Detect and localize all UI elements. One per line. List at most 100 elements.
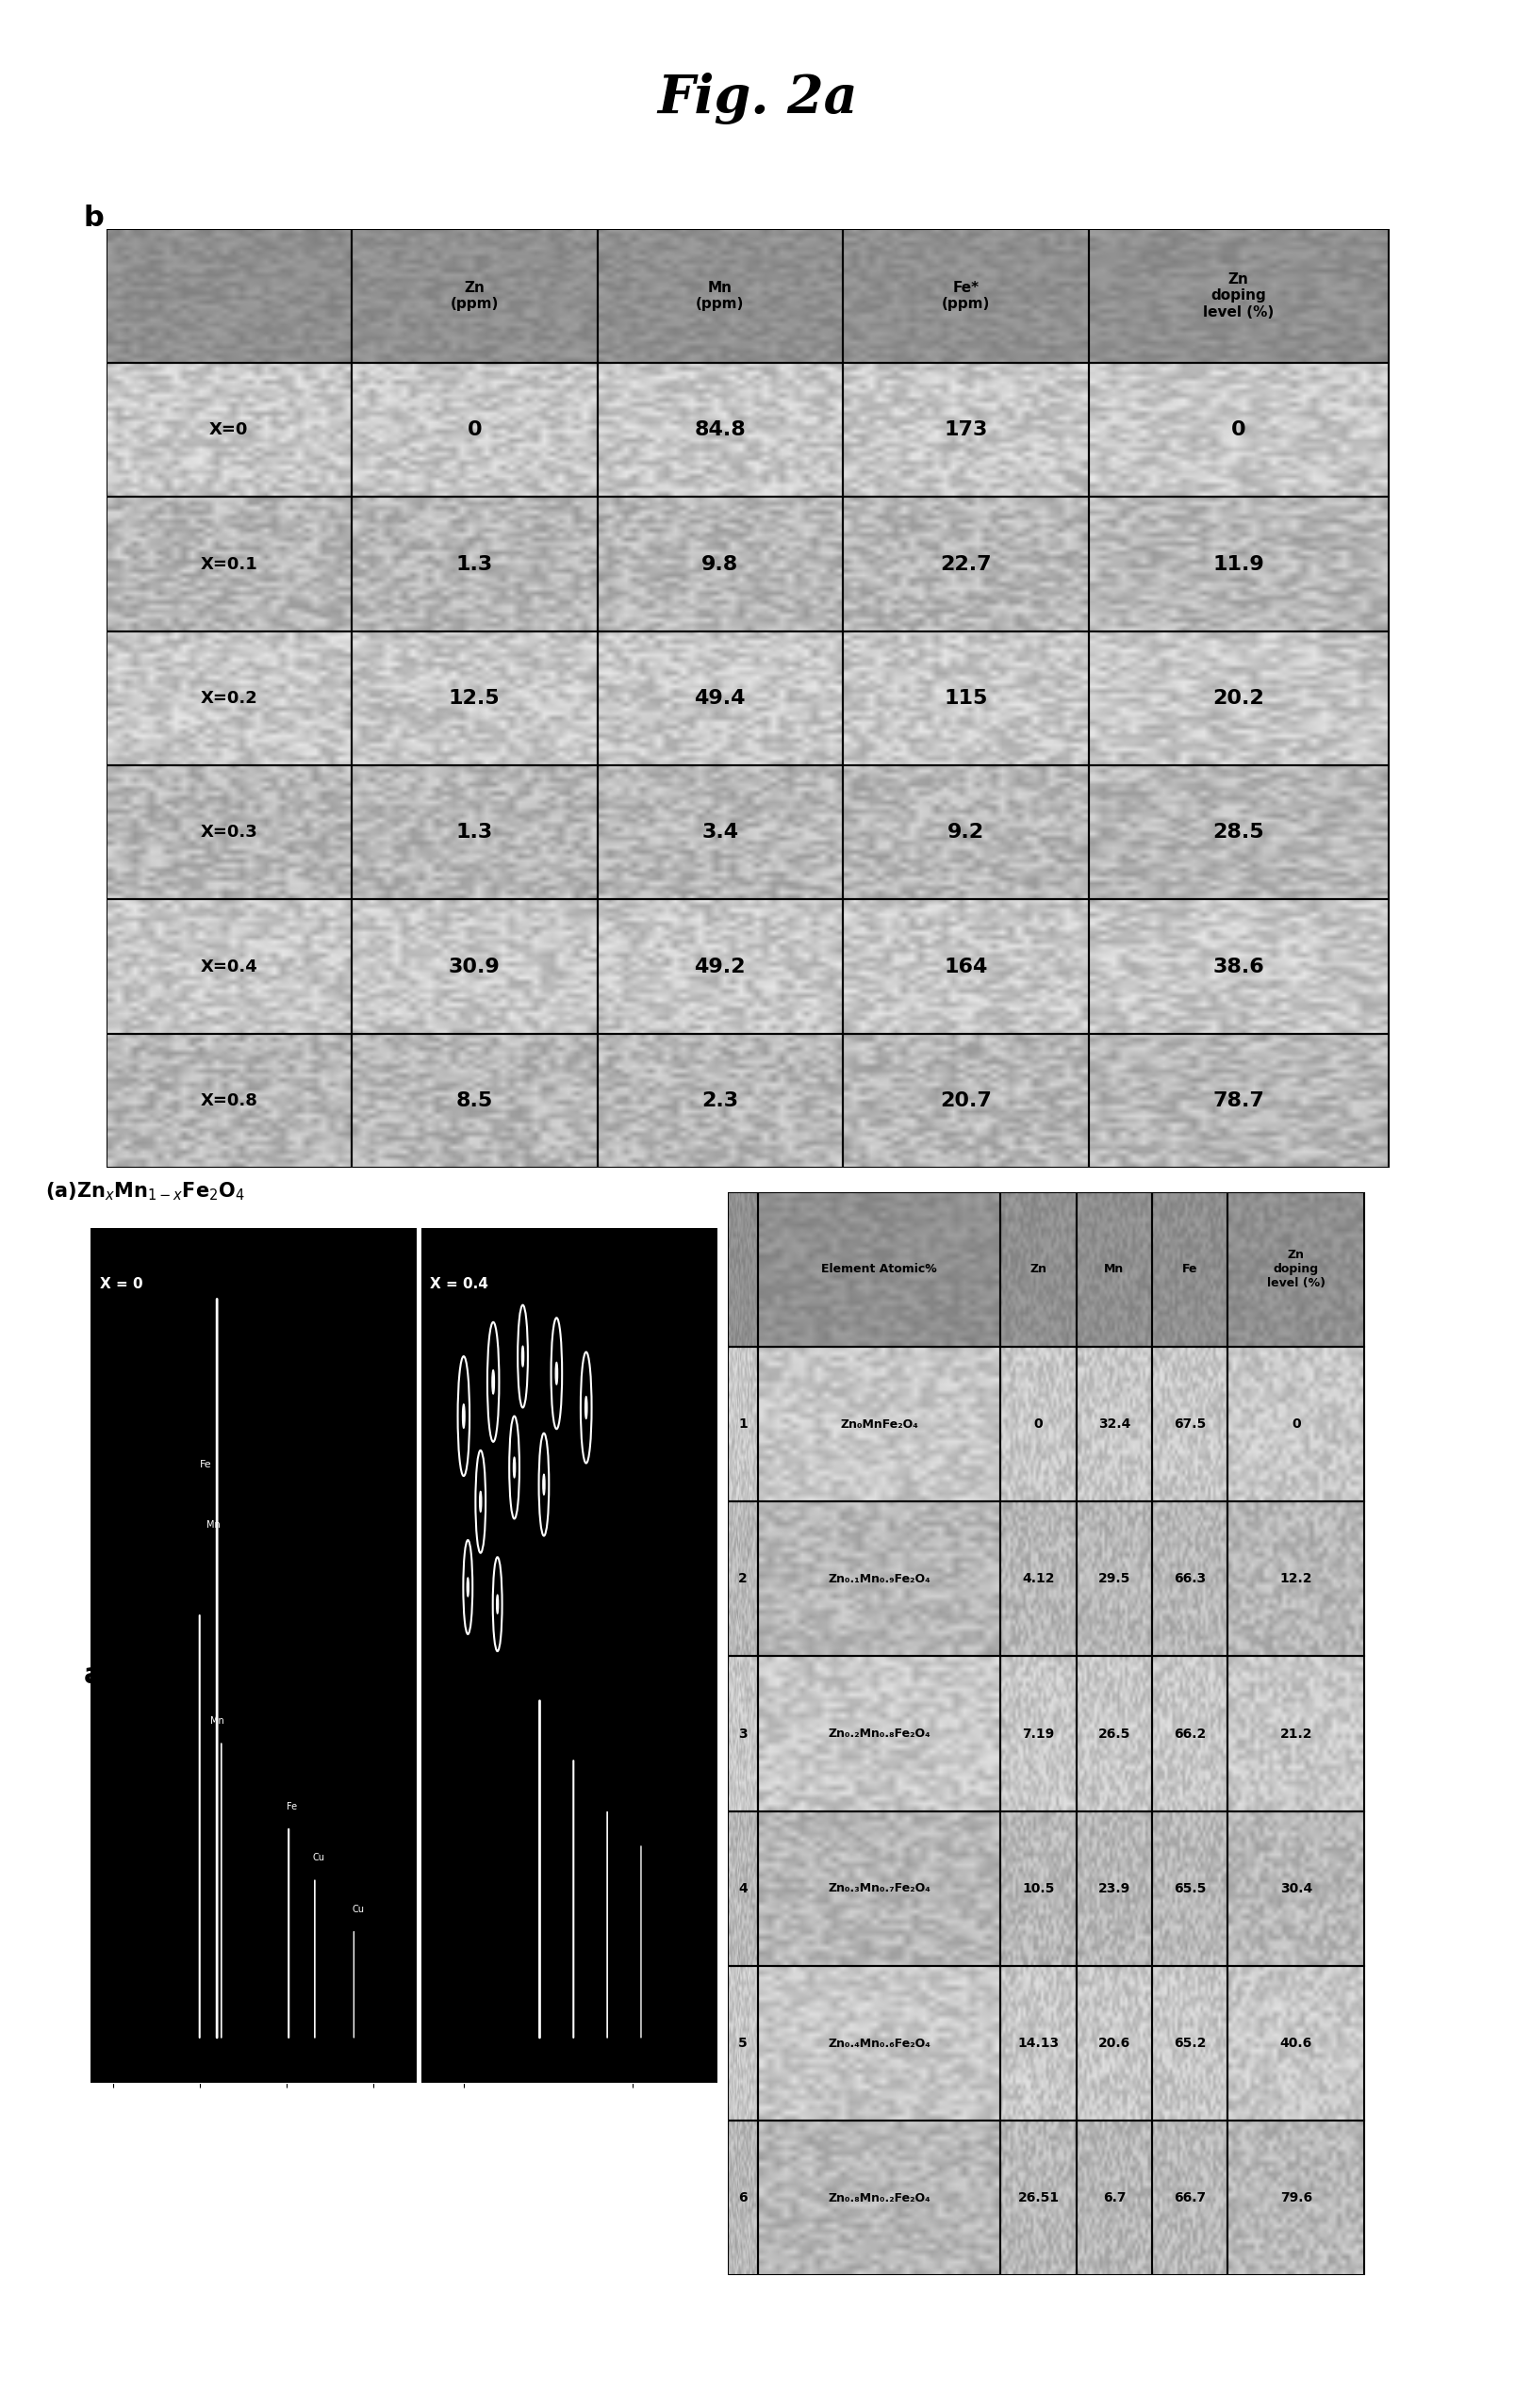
Text: 49.4: 49.4 <box>694 689 745 708</box>
Bar <box>597 631 842 766</box>
Text: 164: 164 <box>944 958 986 975</box>
Text: 21.2: 21.2 <box>1279 1727 1312 1741</box>
Bar <box>1151 2121 1227 2276</box>
Bar <box>1227 1965 1364 2121</box>
Bar <box>1000 1965 1076 2121</box>
Text: b: b <box>83 205 105 231</box>
Text: a: a <box>83 1662 103 1688</box>
Text: 23.9: 23.9 <box>1097 1883 1130 1895</box>
Bar <box>1000 1657 1076 1811</box>
Circle shape <box>467 1577 468 1597</box>
Text: 7.19: 7.19 <box>1021 1727 1054 1741</box>
Bar <box>1088 901 1388 1033</box>
Text: X=0.2: X=0.2 <box>200 689 258 708</box>
Text: 9.2: 9.2 <box>947 824 983 843</box>
Text: 1.3: 1.3 <box>456 824 492 843</box>
Bar <box>1076 1192 1151 1346</box>
Bar <box>727 1657 758 1811</box>
Text: Fe*
(ppm): Fe* (ppm) <box>941 282 989 311</box>
Bar <box>1076 1965 1151 2121</box>
Text: Zn₀.₃Mn₀.₇Fe₂O₄: Zn₀.₃Mn₀.₇Fe₂O₄ <box>827 1883 930 1895</box>
Text: 115: 115 <box>944 689 986 708</box>
Text: 66.2: 66.2 <box>1173 1727 1206 1741</box>
Text: X = 0.4: X = 0.4 <box>430 1276 488 1291</box>
Circle shape <box>492 1370 494 1394</box>
Bar <box>597 901 842 1033</box>
Bar <box>1151 1657 1227 1811</box>
Circle shape <box>497 1594 498 1613</box>
Bar <box>1000 1192 1076 1346</box>
Text: Zn₀.₄Mn₀.₆Fe₂O₄: Zn₀.₄Mn₀.₆Fe₂O₄ <box>827 2037 930 2049</box>
Bar <box>842 496 1088 631</box>
Text: 11.9: 11.9 <box>1212 554 1264 573</box>
Bar <box>351 229 597 364</box>
Text: 14.13: 14.13 <box>1017 2037 1059 2049</box>
Text: 3.4: 3.4 <box>701 824 738 843</box>
Text: Cu: Cu <box>351 1905 364 1914</box>
Text: 10.5: 10.5 <box>1021 1883 1054 1895</box>
Bar <box>1151 1346 1227 1503</box>
Text: 8.5: 8.5 <box>456 1091 492 1110</box>
Text: Mn
(ppm): Mn (ppm) <box>695 282 744 311</box>
Text: 65.2: 65.2 <box>1173 2037 1206 2049</box>
Bar <box>106 631 351 766</box>
Bar <box>351 766 597 901</box>
Circle shape <box>514 1457 515 1479</box>
Bar <box>842 364 1088 496</box>
Bar <box>842 901 1088 1033</box>
Text: 40.6: 40.6 <box>1279 2037 1312 2049</box>
Text: 38.6: 38.6 <box>1212 958 1264 975</box>
Text: 20.6: 20.6 <box>1097 2037 1130 2049</box>
Bar <box>727 1346 758 1503</box>
Text: 84.8: 84.8 <box>694 421 745 438</box>
Bar <box>351 364 597 496</box>
Text: 1.3: 1.3 <box>456 554 492 573</box>
Bar <box>597 229 842 364</box>
Bar <box>351 1033 597 1168</box>
Text: 28.5: 28.5 <box>1212 824 1264 843</box>
Bar <box>106 1033 351 1168</box>
Bar <box>842 229 1088 364</box>
Bar <box>597 364 842 496</box>
Bar <box>1000 1346 1076 1503</box>
Text: 32.4: 32.4 <box>1097 1418 1130 1430</box>
Bar <box>758 1965 1000 2121</box>
Bar <box>758 1503 1000 1657</box>
Bar <box>1076 1346 1151 1503</box>
Text: 67.5: 67.5 <box>1173 1418 1206 1430</box>
Bar <box>1151 1192 1227 1346</box>
Bar <box>1227 1346 1364 1503</box>
Bar <box>351 496 597 631</box>
Text: 49.2: 49.2 <box>694 958 745 975</box>
Bar <box>1088 229 1388 364</box>
Bar <box>727 1503 758 1657</box>
Bar <box>758 1657 1000 1811</box>
Text: 65.5: 65.5 <box>1173 1883 1206 1895</box>
Text: 1: 1 <box>738 1418 747 1430</box>
Circle shape <box>521 1346 524 1368</box>
Text: X=0.1: X=0.1 <box>200 556 258 573</box>
Text: Mn: Mn <box>211 1717 224 1727</box>
Text: 5: 5 <box>738 2037 747 2049</box>
Text: 30.4: 30.4 <box>1279 1883 1312 1895</box>
Text: 0: 0 <box>1291 1418 1300 1430</box>
Bar <box>727 2121 758 2276</box>
Bar <box>758 1811 1000 1965</box>
Text: Fig. 2a: Fig. 2a <box>658 72 857 125</box>
Text: X=0.3: X=0.3 <box>200 824 258 840</box>
Bar <box>351 631 597 766</box>
Text: Element Atomic%: Element Atomic% <box>821 1264 936 1276</box>
Text: Mn: Mn <box>206 1519 220 1529</box>
Bar <box>1000 1503 1076 1657</box>
Text: 66.7: 66.7 <box>1173 2191 1206 2206</box>
Text: Zn₀.₁Mn₀.₉Fe₂O₄: Zn₀.₁Mn₀.₉Fe₂O₄ <box>827 1572 930 1584</box>
Text: 4: 4 <box>738 1883 747 1895</box>
Text: 29.5: 29.5 <box>1097 1572 1130 1584</box>
Text: 173: 173 <box>944 421 986 438</box>
Text: X=0: X=0 <box>209 421 248 438</box>
Text: 4.12: 4.12 <box>1021 1572 1054 1584</box>
Bar <box>1076 1811 1151 1965</box>
Text: Fe: Fe <box>200 1459 212 1469</box>
Bar <box>351 901 597 1033</box>
Bar <box>1227 1192 1364 1346</box>
